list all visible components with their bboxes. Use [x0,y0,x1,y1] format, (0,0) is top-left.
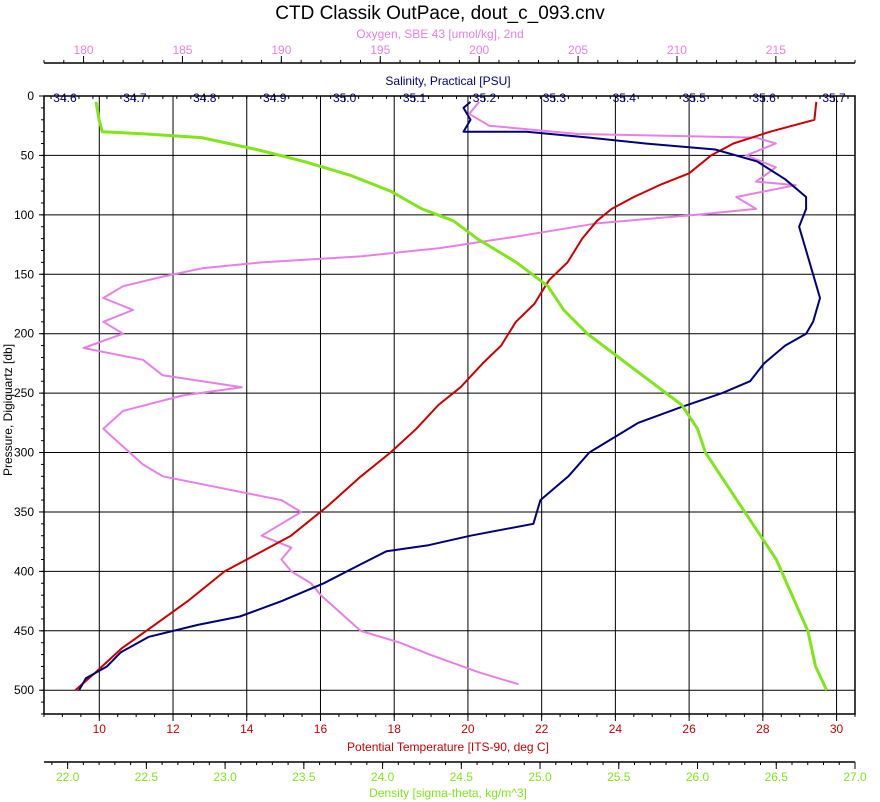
temperature-axis: 10 12 14 16 18 20 22 24 26 28 30 Potential Tempera… [43,714,856,754]
plot-frame [43,95,856,715]
oxygen-tick-label: 180 [74,43,94,57]
temperature-tick-label: 26 [682,722,696,736]
salinity-tick-label: 34.7 [123,91,147,105]
density-tick-label: 23.0 [213,770,237,784]
pressure-tick-label: 0 [27,89,34,103]
density-axis-label: Density [sigma-theta, kg/m^3] [369,786,527,800]
plot-area [43,95,856,715]
oxygen-series-line [82,101,797,686]
density-tick-label: 25.0 [528,770,552,784]
salinity-axis: Salinity, Practical [PSU] 34.6 34.7 34.8 34… [50,74,849,105]
temperature-tick-label: 22 [535,722,549,736]
oxygen-tick-label: 205 [568,43,588,57]
density-series-line [94,101,829,691]
salinity-tick-label: 35.2 [473,91,497,105]
pressure-ticks: 0 50 100 150 200 250 300 350 400 450 500 [14,89,44,715]
pressure-tick-label: 250 [14,386,34,400]
salinity-tick-label: 34.6 [53,91,77,105]
salinity-axis-label: Salinity, Practical [PSU] [385,74,510,88]
density-tick-label: 25.5 [607,770,631,784]
pressure-tick-label: 50 [21,148,35,162]
pressure-axis: Pressure, Digiquartz [db] 0 50 100 150 200 25… [1,89,44,715]
pressure-tick-label: 150 [14,267,34,281]
density-tick-label: 24.5 [450,770,474,784]
oxygen-tick-label: 185 [172,43,192,57]
density-tick-label: 27.0 [843,770,867,784]
oxygen-ticks: 180 185 190 195 200 205 210 215 [43,43,856,63]
salinity-tick-label: 35.6 [752,91,776,105]
pressure-tick-label: 500 [14,683,34,697]
density-tick-label: 26.5 [765,770,789,784]
chart-title: CTD Classik OutPace, dout_c_093.cnv [275,3,605,24]
oxygen-axis-label: Oxygen, SBE 43 [umol/kg], 2nd [356,27,523,41]
density-tick-label: 24.0 [371,770,395,784]
density-axis: 22.0 22.5 23.0 23.5 24.0 24.5 25.0 25.5 26.0 26.5… [44,761,867,800]
pressure-tick-label: 100 [14,208,34,222]
oxygen-tick-label: 195 [370,43,390,57]
temperature-tick-label: 28 [756,722,770,736]
temperature-ticks: 10 12 14 16 18 20 22 24 26 28 30 [43,714,856,736]
temperature-tick-label: 24 [609,722,623,736]
grid-lines [44,95,855,714]
oxygen-axis: Oxygen, SBE 43 [umol/kg], 2nd 180 185 190 1… [43,27,856,64]
temperature-tick-label: 16 [314,722,328,736]
density-tick-label: 23.5 [292,770,316,784]
temperature-tick-label: 12 [166,722,180,736]
oxygen-tick-label: 200 [469,43,489,57]
data-series [74,101,829,691]
temperature-tick-label: 14 [240,722,254,736]
density-tick-label: 22.5 [135,770,159,784]
density-tick-label: 26.0 [686,770,710,784]
pressure-tick-label: 350 [14,505,34,519]
pressure-tick-label: 400 [14,564,34,578]
oxygen-tick-label: 210 [667,43,687,57]
oxygen-tick-label: 215 [766,43,786,57]
salinity-tick-label: 35.3 [543,91,567,105]
pressure-tick-label: 300 [14,446,34,460]
temperature-series-line [74,101,818,691]
pressure-axis-label: Pressure, Digiquartz [db] [1,344,15,476]
temperature-tick-label: 18 [388,722,402,736]
density-ticks: 22.0 22.5 23.0 23.5 24.0 24.5 25.0 25.5 26.0 26.5… [51,762,867,784]
temperature-axis-label: Potential Temperature [ITS-90, deg C] [347,740,549,754]
temperature-tick-label: 30 [830,722,844,736]
pressure-tick-label: 200 [14,327,34,341]
salinity-tick-label: 35.0 [333,91,357,105]
salinity-ticks: 34.6 34.7 34.8 34.9 35.0 35.1 35.2 35.3 35.4 35.5… [50,91,849,105]
oxygen-tick-label: 190 [271,43,291,57]
salinity-tick-label: 35.1 [403,91,427,105]
temperature-tick-label: 10 [93,722,107,736]
pressure-tick-label: 450 [14,624,34,638]
salinity-tick-label: 34.8 [193,91,217,105]
temperature-tick-label: 20 [461,722,475,736]
salinity-tick-label: 34.9 [263,91,287,105]
salinity-tick-label: 35.7 [822,91,846,105]
salinity-tick-label: 35.5 [683,91,707,105]
salinity-tick-label: 35.4 [613,91,637,105]
density-tick-label: 22.0 [56,770,80,784]
salinity-series-line [78,101,821,691]
